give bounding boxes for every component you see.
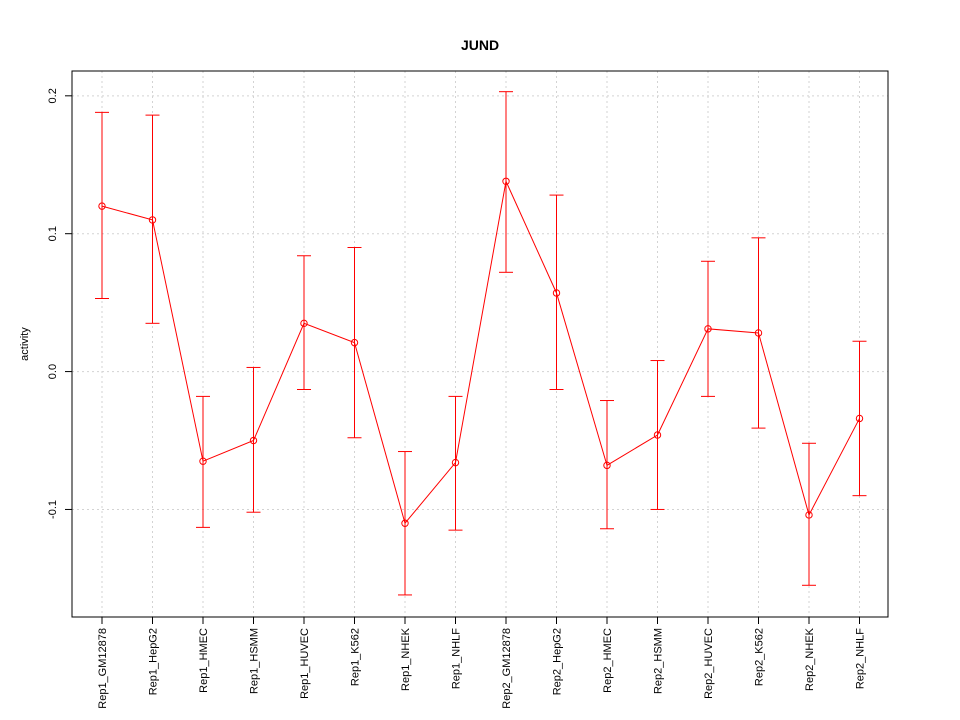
data-point-6: [401, 519, 409, 527]
data-point-14: [805, 511, 813, 519]
x-tick-label-9: Rep2_HepG2: [552, 628, 564, 695]
data-point-10: [603, 461, 611, 470]
x-tick-label-8: Rep2_GM12878: [501, 628, 513, 709]
axes: -0.1 0.0 0.1 0.2 Rep1_GM12878 Rep1_HepG2 Rep1_…: [47, 88, 867, 709]
x-tick-label-4: Rep1_HUVEC: [299, 628, 311, 699]
y-tick-label-1: 0.0: [47, 364, 59, 379]
y-tick-label-0: -0.1: [47, 500, 59, 519]
x-tick-label-1: Rep1_HepG2: [148, 628, 160, 695]
y-tick-label-3: 0.2: [47, 88, 59, 103]
data-point-1: [148, 216, 157, 224]
data-point-7: [451, 458, 460, 467]
x-tick-label-0: Rep1_GM12878: [97, 628, 109, 709]
series: [95, 91, 867, 596]
data-point-12: [704, 325, 712, 333]
y-tick-label-2: 0.1: [47, 226, 59, 241]
chart-title: JUND: [461, 37, 499, 53]
data-point-15: [855, 414, 864, 423]
x-tick-label-6: Rep1_NHEK: [400, 627, 412, 691]
x-tick-label-13: Rep2_K562: [754, 628, 766, 686]
x-tick-label-5: Rep1_K562: [350, 628, 362, 686]
data-point-8: [502, 177, 510, 186]
x-tick-label-2: Rep1_HMEC: [198, 628, 210, 693]
data-point-3: [249, 436, 258, 445]
data-point-4: [300, 319, 308, 328]
data-point-5: [350, 338, 359, 347]
data-point-2: [199, 457, 207, 465]
x-tick-label-3: Rep1_HSMM: [249, 628, 261, 694]
x-tick-label-15: Rep2_NHLF: [855, 628, 867, 689]
x-tick-label-7: Rep1_NHLF: [451, 628, 463, 689]
x-tick-label-11: Rep2_HSMM: [653, 628, 665, 694]
x-tick-label-10: Rep2_HMEC: [602, 628, 614, 693]
data-point-0: [98, 202, 106, 210]
x-tick-label-14: Rep2_NHEK: [804, 627, 816, 691]
data-point-11: [653, 431, 662, 439]
series-line: [101, 179, 860, 525]
data-point-9: [552, 289, 561, 297]
y-axis-label: activity: [19, 327, 31, 361]
plot-frame: [71, 70, 889, 618]
grid: [72, 71, 888, 617]
x-tick-label-12: Rep2_HUVEC: [703, 628, 715, 699]
data-point-13: [754, 329, 763, 337]
